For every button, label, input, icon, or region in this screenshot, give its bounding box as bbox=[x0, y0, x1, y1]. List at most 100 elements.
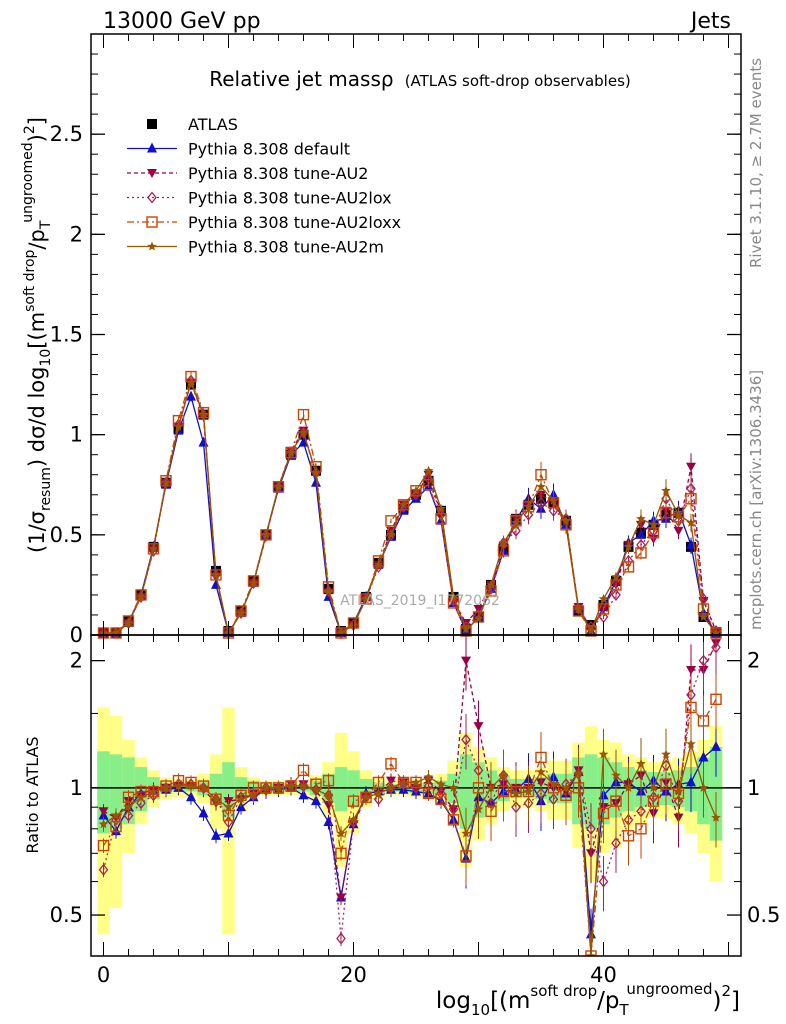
data-point bbox=[673, 526, 684, 536]
data-point bbox=[286, 447, 296, 457]
stat-uncertainty-bin bbox=[584, 754, 598, 829]
ratio-ytick-label: 2 bbox=[70, 649, 83, 673]
data-point bbox=[448, 591, 459, 601]
legend-marker bbox=[147, 142, 157, 153]
data-point bbox=[397, 499, 410, 511]
ratio-point bbox=[686, 776, 696, 787]
data-point bbox=[636, 528, 646, 539]
main-ytick-label: 0 bbox=[70, 623, 83, 647]
ratio-ytick-label-right: 0.5 bbox=[747, 903, 780, 927]
ratio-point bbox=[136, 792, 146, 802]
data-point bbox=[311, 476, 321, 487]
main-ytick-label: 2.5 bbox=[50, 122, 83, 146]
ratio-point bbox=[148, 786, 159, 796]
ratio-point bbox=[136, 797, 146, 810]
mcplots-label: mcplots.cern.ch [arXiv:1306.3436] bbox=[747, 370, 765, 630]
ratio-point bbox=[598, 749, 609, 759]
ratio-point bbox=[311, 784, 321, 794]
ratio-point bbox=[548, 779, 559, 789]
data-point bbox=[611, 588, 621, 601]
ratio-point bbox=[297, 764, 310, 777]
data-point bbox=[335, 627, 347, 639]
data-point bbox=[448, 594, 459, 607]
ratio-point bbox=[473, 722, 484, 732]
data-point bbox=[147, 543, 160, 555]
ratio-point bbox=[710, 693, 722, 706]
ratio-point bbox=[186, 791, 196, 802]
legend-entry-pythia-8-308-tune-au2loxx: Pythia 8.308 tune-AU2loxx bbox=[127, 213, 401, 232]
data-point bbox=[436, 503, 446, 513]
ratio-point bbox=[336, 932, 346, 945]
ratio-point bbox=[686, 739, 696, 748]
rivet-label: Rivet 3.1.10, ≥ 2.7M events bbox=[747, 58, 765, 268]
main-panel: 0 0.5 1 1.5 2 2.5 Relative jet massρ (ATLAS s… bbox=[20, 33, 742, 647]
data-point bbox=[586, 626, 596, 635]
ratio-point bbox=[186, 781, 196, 791]
ratio-xtick-label: 40 bbox=[590, 963, 617, 987]
stat-uncertainty-bin bbox=[334, 767, 348, 812]
ratio-point bbox=[648, 782, 659, 792]
data-point bbox=[247, 575, 260, 587]
data-point bbox=[648, 519, 659, 529]
data-point bbox=[711, 628, 721, 637]
ratio-xtick-label: 20 bbox=[340, 963, 367, 987]
ratio-point bbox=[697, 715, 710, 727]
ratio-ytick-label: 1 bbox=[70, 776, 83, 800]
data-point bbox=[523, 508, 534, 521]
legend-label: Pythia 8.308 tune-AU2m bbox=[188, 238, 384, 257]
ratio-point bbox=[586, 951, 596, 956]
data-point bbox=[186, 377, 196, 387]
data-point bbox=[660, 507, 672, 519]
ratio-point bbox=[411, 777, 421, 787]
stat-uncertainty-bin bbox=[459, 754, 473, 829]
ratio-point bbox=[685, 701, 697, 714]
data-point bbox=[235, 605, 247, 617]
ratio-point bbox=[673, 786, 684, 796]
watermark: ATLAS_2019_I1772062 bbox=[340, 593, 500, 609]
data-point bbox=[573, 604, 584, 613]
ratio-point bbox=[123, 802, 134, 812]
main-title: Relative jet massρ (ATLAS soft-drop obse… bbox=[209, 67, 631, 91]
ratio-point bbox=[423, 772, 434, 782]
ratio-point bbox=[436, 779, 446, 789]
ratio-point bbox=[422, 787, 435, 800]
data-point bbox=[536, 496, 546, 509]
ratio-point bbox=[198, 807, 209, 818]
ratio-point bbox=[311, 795, 321, 806]
ratio-point bbox=[98, 807, 109, 817]
ratio-point bbox=[373, 793, 384, 806]
ratio-point bbox=[211, 829, 221, 840]
ratio-point bbox=[347, 795, 360, 807]
ratio-point bbox=[511, 788, 521, 798]
data-point bbox=[410, 485, 422, 497]
ratio-point bbox=[586, 822, 596, 835]
ratio-point bbox=[173, 781, 184, 791]
data-point bbox=[161, 477, 171, 487]
stat-uncertainty-bin bbox=[222, 762, 235, 818]
ratio-point bbox=[286, 781, 296, 791]
ratio-point bbox=[398, 777, 409, 787]
ratio-point bbox=[473, 804, 484, 814]
ratio-point bbox=[373, 788, 384, 798]
ratio-point bbox=[635, 823, 647, 835]
ratio-point bbox=[148, 789, 159, 802]
data-point bbox=[361, 593, 371, 603]
data-point bbox=[148, 543, 159, 553]
data-point bbox=[423, 465, 434, 475]
ratio-point bbox=[298, 789, 309, 800]
data-point bbox=[486, 579, 496, 589]
ratio-point bbox=[298, 781, 309, 791]
ratio-point bbox=[611, 770, 621, 780]
ratio-point bbox=[611, 837, 621, 850]
data-point bbox=[272, 481, 285, 493]
data-point bbox=[673, 509, 684, 519]
data-point bbox=[311, 467, 321, 477]
ratio-ylabel: Ratio to ATLAS bbox=[23, 736, 42, 853]
data-point bbox=[435, 513, 447, 525]
data-point bbox=[635, 547, 647, 559]
legend-label: Pythia 8.308 tune-AU2lox bbox=[188, 189, 392, 208]
ratio-series-pythia-8-308-tune-au2m bbox=[98, 718, 721, 956]
ratio-point bbox=[98, 819, 109, 829]
data-point bbox=[323, 585, 334, 595]
